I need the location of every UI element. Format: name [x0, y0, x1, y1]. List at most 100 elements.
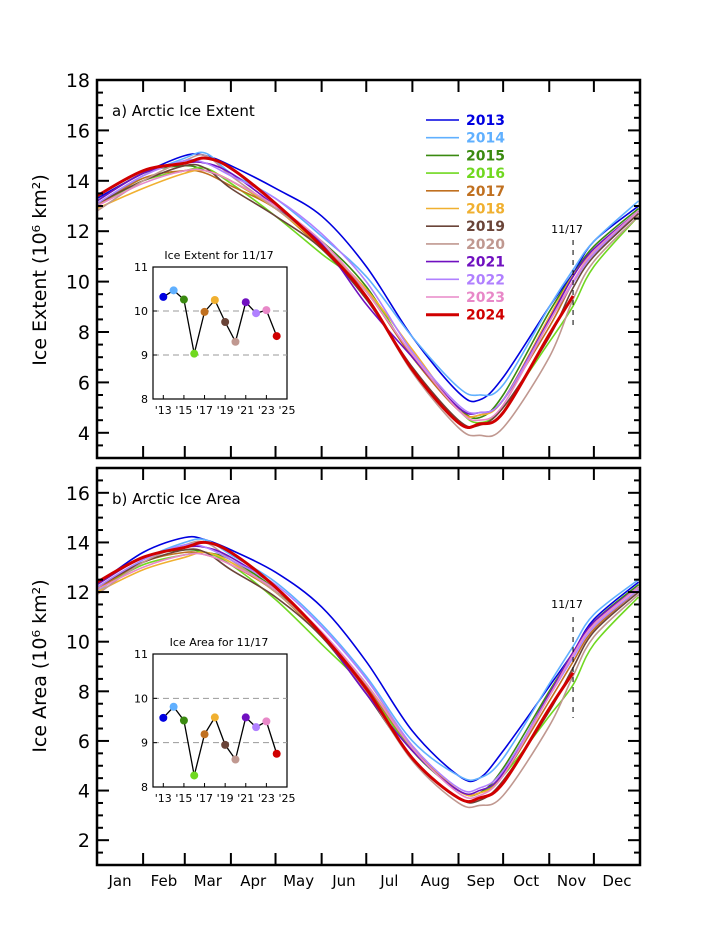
series-lines — [96, 151, 640, 438]
x-month-label: Mar — [194, 872, 223, 890]
panel-ice-area: 2 4 6 8 10 12 14 16 Jan Feb Mar Apr May Jun Jul Aug Sep O… — [66, 466, 642, 890]
y-tick-label: 12 — [66, 582, 90, 604]
x-month-label: Oct — [513, 872, 539, 890]
y-tick-label: 6 — [78, 372, 90, 394]
legend-label-2024: 2024 — [466, 308, 505, 324]
series-line-2023 — [96, 168, 640, 422]
inset-x-tick-label: '23 — [258, 792, 275, 805]
series-line-2024 — [96, 156, 575, 430]
series-line-2014 — [96, 538, 640, 782]
panel-a-title: a) Arctic Ice Extent — [112, 102, 255, 120]
x-month-label: May — [283, 872, 314, 890]
series-lines — [96, 535, 640, 809]
inset-y-tick-label: 8 — [141, 393, 148, 406]
y-tick-label: 10 — [66, 632, 90, 654]
inset-y-tick-label: 9 — [141, 349, 148, 362]
y-tick-label: 10 — [66, 272, 90, 294]
series-line-2013 — [96, 153, 640, 403]
inset-chart: 8 9 10 11 '13'15 '17 '19'21 '23'25 — [134, 648, 296, 805]
inset-chart: 8 9 10 11 '13'15 '17 '19'21 '23'25 — [134, 261, 296, 417]
inset-y-tick-label: 9 — [141, 737, 148, 750]
legend-label-2014: 2014 — [466, 131, 505, 147]
inset-point-2014 — [169, 702, 178, 711]
inset-point-2024 — [272, 749, 281, 758]
y-tick-label: 18 — [66, 70, 90, 92]
inset-x-tick-label: '19 — [217, 792, 234, 805]
inset-x-tick-label: '25 — [278, 792, 295, 805]
series-line-2024 — [96, 540, 575, 804]
x-month-label: Aug — [421, 872, 450, 890]
legend-label-2017: 2017 — [466, 184, 505, 200]
inset-y-tick-label: 11 — [134, 648, 148, 661]
panel-b-inset-title: Ice Area for 11/17 — [170, 636, 269, 649]
inset-point-2023 — [262, 306, 271, 315]
inset-x-tick-label: '13 — [155, 792, 172, 805]
y-tick-label: 8 — [78, 681, 90, 703]
x-month-label: Sep — [467, 872, 495, 890]
inset-point-2019 — [221, 318, 230, 326]
inset-x-tick-label: '15 — [175, 792, 192, 805]
inset-x-tick-label: '21 — [237, 404, 254, 417]
legend-label-2023: 2023 — [466, 290, 505, 306]
legend-label-2021: 2021 — [466, 255, 505, 271]
y-tick-label: 4 — [78, 781, 90, 803]
inset-x-tick-label: '21 — [237, 792, 254, 805]
panel-b-marker-label: 11/17 — [551, 598, 583, 611]
y-tick-label: 12 — [66, 221, 90, 243]
panel-a-marker-label: 11/17 — [551, 223, 583, 236]
inset-point-2023 — [262, 717, 271, 726]
x-month-label: Feb — [151, 872, 178, 890]
inset-point-2019 — [221, 740, 230, 749]
x-month-label: Jan — [107, 872, 131, 890]
inset-y-tick-label: 10 — [134, 692, 148, 705]
inset-x-tick-label: '17 — [196, 792, 213, 805]
inset-point-2016 — [190, 771, 199, 780]
inset-point-2013 — [159, 292, 168, 301]
series-line-2023 — [96, 552, 640, 800]
legend-label-2015: 2015 — [466, 148, 505, 164]
y-tick-label: 8 — [78, 322, 90, 344]
inset-point-2022 — [252, 309, 261, 318]
inset-point-2015 — [179, 716, 188, 725]
legend: 2013201420152016201720182019202020212022… — [426, 113, 505, 324]
panel-a-ylabel: Ice Extent (10⁶ km²) — [29, 174, 51, 365]
legend-label-2013: 2013 — [466, 113, 505, 129]
legend-label-2019: 2019 — [466, 219, 505, 235]
panel-ice-extent: 4 6 8 10 12 14 16 18 8 9 10 11 '13'15 '17 '19'21 '23'25 — [66, 70, 642, 460]
inset-y-tick-label: 11 — [134, 261, 148, 274]
legend-label-2016: 2016 — [466, 166, 505, 182]
panel-a-inset-title: Ice Extent for 11/17 — [164, 249, 273, 262]
inset-x-tick-label: '25 — [278, 404, 295, 417]
x-month-label: Jun — [331, 872, 355, 890]
y-tick-label: 14 — [66, 171, 90, 193]
inset-x-tick-label: '15 — [175, 404, 192, 417]
inset-x-tick-label: '17 — [196, 404, 213, 417]
inset-point-2017 — [200, 307, 209, 316]
x-month-label: Apr — [240, 872, 267, 890]
x-month-label: Dec — [602, 872, 631, 890]
x-month-label: Nov — [557, 872, 586, 890]
inset-point-2020 — [231, 337, 240, 346]
y-tick-label: 14 — [66, 532, 90, 554]
y-tick-label: 16 — [66, 120, 90, 142]
inset-point-2020 — [231, 755, 240, 764]
legend-label-2018: 2018 — [466, 202, 505, 218]
inset-point-2022 — [252, 723, 261, 732]
inset-point-2021 — [241, 298, 250, 307]
inset-point-2014 — [169, 286, 178, 295]
series-line-2013 — [96, 535, 640, 783]
inset-x-tick-label: '23 — [258, 404, 275, 417]
y-tick-label: 16 — [66, 483, 90, 505]
y-tick-label: 4 — [78, 423, 90, 445]
inset-y-tick-label: 10 — [134, 305, 148, 318]
inset-point-2017 — [200, 730, 209, 739]
panel-b-title: b) Arctic Ice Area — [112, 490, 241, 508]
inset-y-tick-label: 8 — [141, 781, 148, 794]
inset-point-2018 — [210, 713, 219, 722]
panel-b-ylabel: Ice Area (10⁶ km²) — [29, 579, 51, 752]
legend-label-2022: 2022 — [466, 272, 505, 288]
y-tick-label: 6 — [78, 731, 90, 753]
x-month-label: Jul — [379, 872, 398, 890]
legend-label-2020: 2020 — [466, 237, 505, 253]
